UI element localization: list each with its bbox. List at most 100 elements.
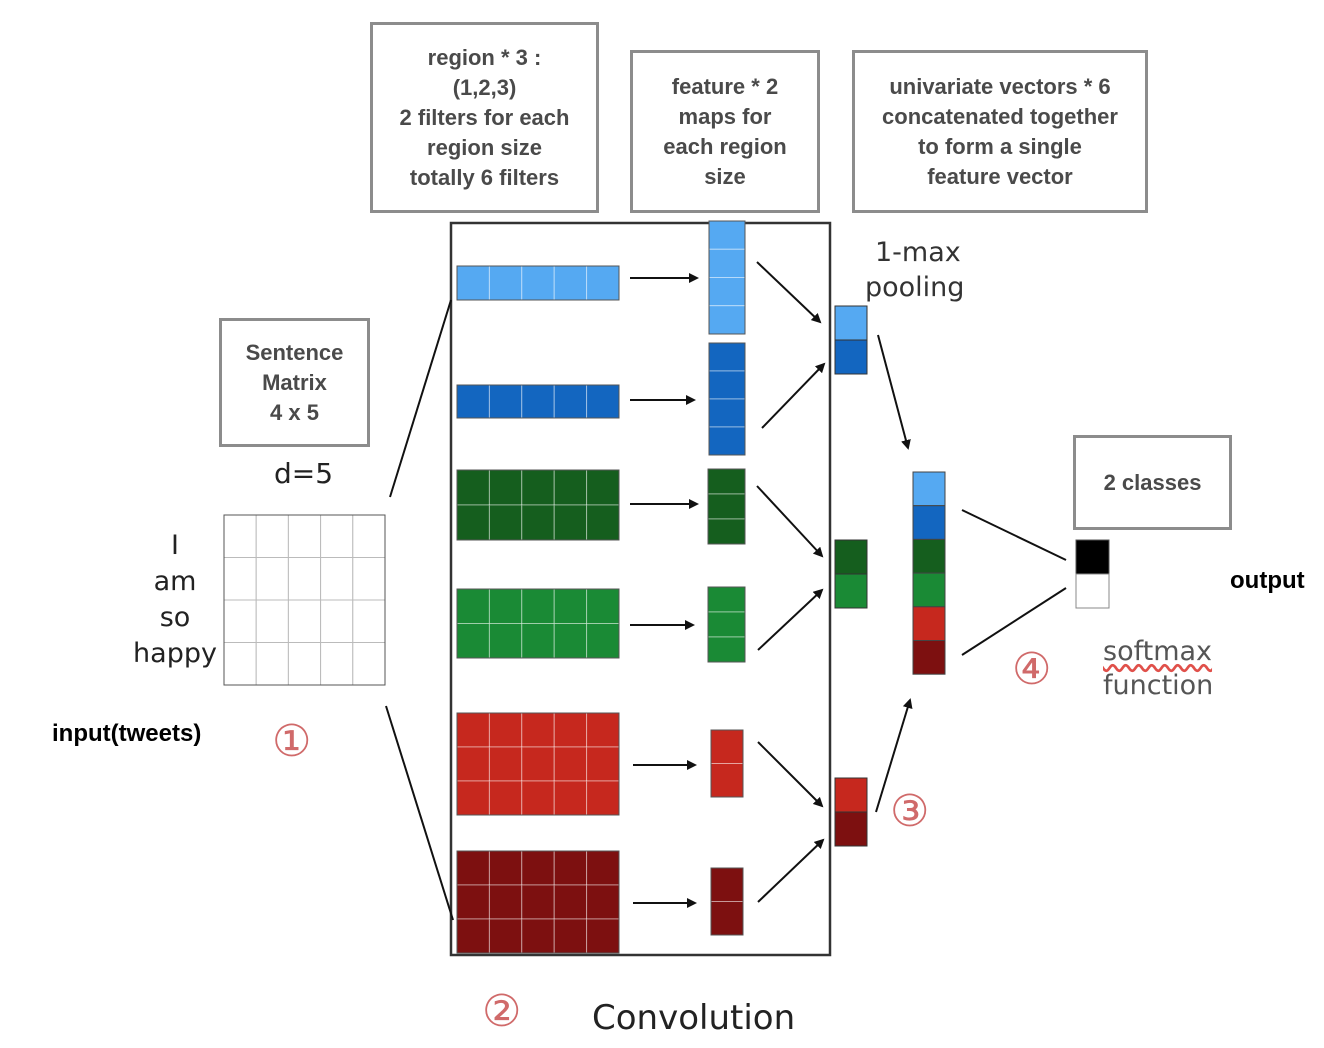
sentence-matrix bbox=[223, 514, 386, 686]
concat-to-output-line-top bbox=[961, 509, 1067, 561]
filter-4-border bbox=[456, 588, 620, 659]
filter-3-cell bbox=[586, 504, 620, 541]
feature-map-1-cell bbox=[708, 220, 746, 250]
univariate-vectors-text: univariate vectors * 6 concatenated toge… bbox=[882, 73, 1118, 189]
filter-5-cell bbox=[553, 712, 588, 748]
feature-map-1-cell bbox=[708, 248, 746, 278]
step-3-marker: ③ bbox=[890, 786, 930, 837]
feature-map-2-cell bbox=[708, 426, 746, 456]
sentence-matrix-cell bbox=[287, 642, 322, 686]
convolution-frame bbox=[449, 221, 832, 957]
pooled-2-cell bbox=[834, 573, 868, 609]
feature-map-3-border bbox=[707, 468, 746, 545]
filter-5-cell bbox=[586, 780, 620, 816]
feature-map-1-border bbox=[708, 220, 746, 335]
sentence-matrix-cell bbox=[287, 599, 322, 643]
feature-map-6 bbox=[710, 867, 744, 936]
sentence-matrix-cell bbox=[223, 557, 257, 601]
filter-4-cell bbox=[553, 623, 588, 659]
word-i: I bbox=[171, 530, 179, 561]
feature-map-5-border bbox=[710, 729, 744, 798]
sentence-matrix-cell bbox=[352, 514, 386, 558]
sentence-matrix-box: Sentence Matrix 4 x 5 bbox=[219, 318, 370, 447]
sentence-matrix-cell bbox=[320, 514, 354, 558]
concat-cell bbox=[912, 640, 946, 675]
convolution-label: Convolution bbox=[592, 998, 796, 1038]
softmax-label: softmax bbox=[1103, 636, 1213, 667]
filter-5-cell bbox=[521, 712, 555, 748]
feature-map-6-cell bbox=[710, 901, 744, 936]
sentence-matrix-cell bbox=[223, 642, 257, 686]
pooled-2-cell bbox=[834, 539, 868, 575]
filter-3-cell bbox=[488, 504, 523, 541]
sentence-matrix-cell bbox=[223, 599, 257, 643]
feature-map-1-cell bbox=[708, 305, 746, 335]
filter-2-cell bbox=[456, 384, 490, 419]
filter-6-cell bbox=[488, 850, 523, 886]
filter-4-cell bbox=[488, 623, 523, 659]
filter-5-cell bbox=[488, 746, 523, 782]
filters-group bbox=[456, 265, 620, 954]
sentence-matrix-cell bbox=[320, 599, 354, 643]
filter-6-cell bbox=[456, 884, 490, 920]
filter-6-cell bbox=[521, 884, 555, 920]
feature-map-4-cell bbox=[707, 636, 746, 663]
sentence-matrix-border bbox=[223, 514, 386, 686]
feature-maps-text: feature * 2 maps for each region size bbox=[663, 73, 787, 189]
filter-3-cell bbox=[586, 469, 620, 506]
map-5-to-pool-arrow bbox=[757, 741, 824, 808]
sentence-matrix-cell bbox=[287, 514, 322, 558]
pool-3-to-concat-arrow bbox=[875, 698, 913, 813]
sentence-matrix-text: Sentence Matrix 4 x 5 bbox=[245, 339, 344, 425]
feature-map-2-cell bbox=[708, 370, 746, 400]
word-am: am bbox=[153, 566, 197, 597]
filter-5-cell bbox=[521, 780, 555, 816]
filter-6-cell bbox=[521, 918, 555, 954]
concat-cell bbox=[912, 572, 946, 608]
filter-5-border bbox=[456, 712, 620, 816]
filter-6-cell bbox=[488, 918, 523, 954]
filter-6-cell bbox=[553, 918, 588, 954]
pooling-label-line2: pooling bbox=[865, 272, 965, 303]
sentence-matrix-cell bbox=[352, 642, 386, 686]
map-6-to-pool-arrow bbox=[757, 838, 825, 903]
feature-map-2 bbox=[708, 342, 746, 456]
classes-box: 2 classes bbox=[1073, 435, 1232, 530]
filter-6-cell bbox=[553, 884, 588, 920]
filter-1-cell bbox=[456, 265, 490, 301]
filter-3-cell bbox=[553, 469, 588, 506]
pool-1-to-concat-arrow bbox=[877, 334, 911, 450]
feature-map-5-cell bbox=[710, 763, 744, 798]
filter-5-cell bbox=[456, 746, 490, 782]
sentence-matrix-cell bbox=[255, 599, 289, 643]
sentence-matrix-cell bbox=[287, 557, 322, 601]
filter-2-cell bbox=[553, 384, 588, 419]
concatenated-vector bbox=[912, 471, 946, 675]
feature-map-2-border bbox=[708, 342, 746, 456]
feature-maps-group bbox=[707, 220, 746, 936]
input-label: input(tweets) bbox=[52, 720, 202, 747]
feature-map-1 bbox=[708, 220, 746, 335]
feature-map-3-cell bbox=[707, 518, 746, 545]
sentence-matrix-cell bbox=[320, 557, 354, 601]
filter-1-cell bbox=[521, 265, 555, 301]
feature-map-2-cell bbox=[708, 342, 746, 372]
map-2-to-pool-arrow bbox=[761, 362, 826, 429]
pooled-1-cell bbox=[834, 305, 868, 341]
classes-text: 2 classes bbox=[1103, 469, 1202, 495]
word-so: so bbox=[159, 602, 191, 633]
pooled-1-cell bbox=[834, 339, 868, 375]
filter-3-cell bbox=[521, 469, 555, 506]
filter-6-cell bbox=[586, 918, 620, 954]
filter-6-cell bbox=[586, 884, 620, 920]
region-filters-box: region * 3 : (1,2,3) 2 filters for each … bbox=[370, 22, 599, 213]
sentence-matrix-grid bbox=[223, 514, 386, 686]
sentence-matrix-cell bbox=[255, 642, 289, 686]
filter-2-cell bbox=[521, 384, 555, 419]
filter-3-cell bbox=[521, 504, 555, 541]
feature-map-3 bbox=[707, 468, 746, 545]
filter-4-cell bbox=[521, 623, 555, 659]
step-2-marker: ② bbox=[482, 986, 522, 1037]
sentence-matrix-cell bbox=[352, 599, 386, 643]
